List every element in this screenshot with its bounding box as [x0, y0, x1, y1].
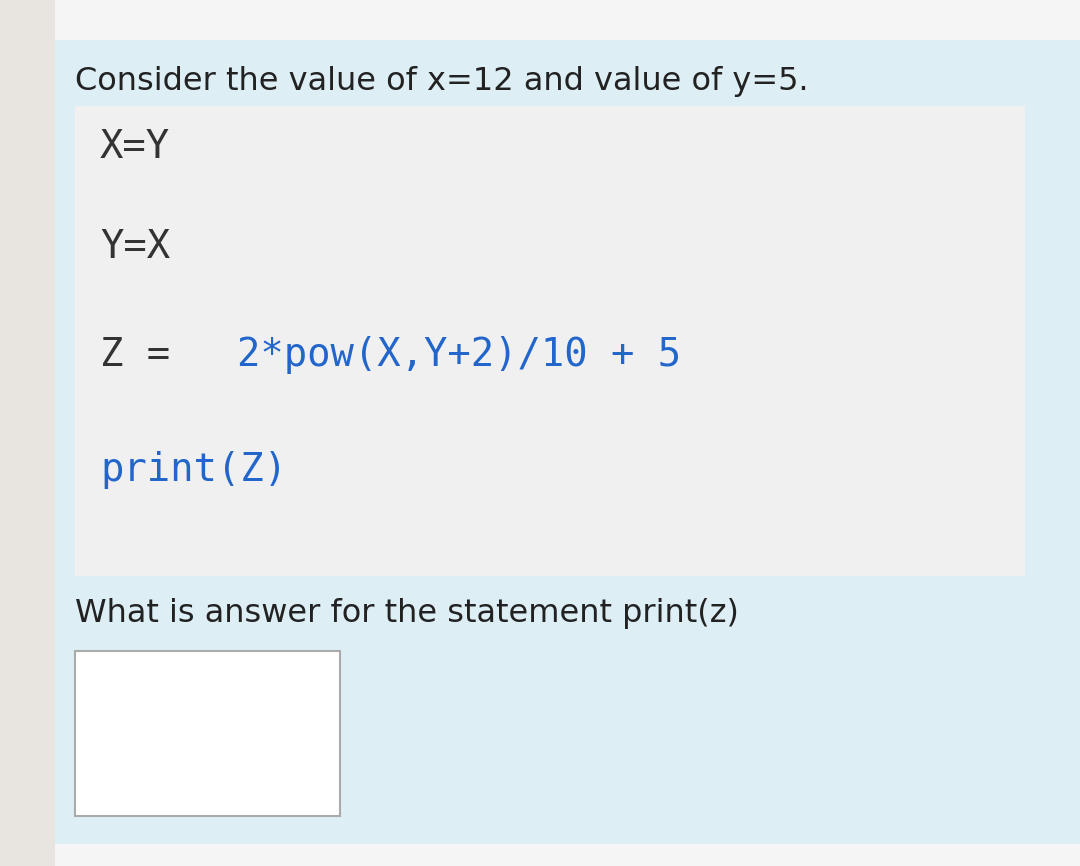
Text: Y=X: Y=X [100, 228, 171, 266]
Bar [0, 0, 55, 866]
Bar [55, 844, 1080, 866]
Text: Z =: Z = [100, 336, 193, 374]
Text: X=Y: X=Y [100, 128, 171, 166]
Bar [55, 0, 1080, 40]
Text: print(Z): print(Z) [100, 451, 287, 489]
Text: 2*pow(X,Y+2)/10 + 5: 2*pow(X,Y+2)/10 + 5 [237, 336, 681, 374]
Text: Consider the value of x=12 and value of y=5.: Consider the value of x=12 and value of … [75, 66, 809, 97]
Text: What is answer for the statement print(z): What is answer for the statement print(z… [75, 598, 739, 629]
Bar [75, 106, 1025, 576]
Bar [75, 651, 340, 816]
